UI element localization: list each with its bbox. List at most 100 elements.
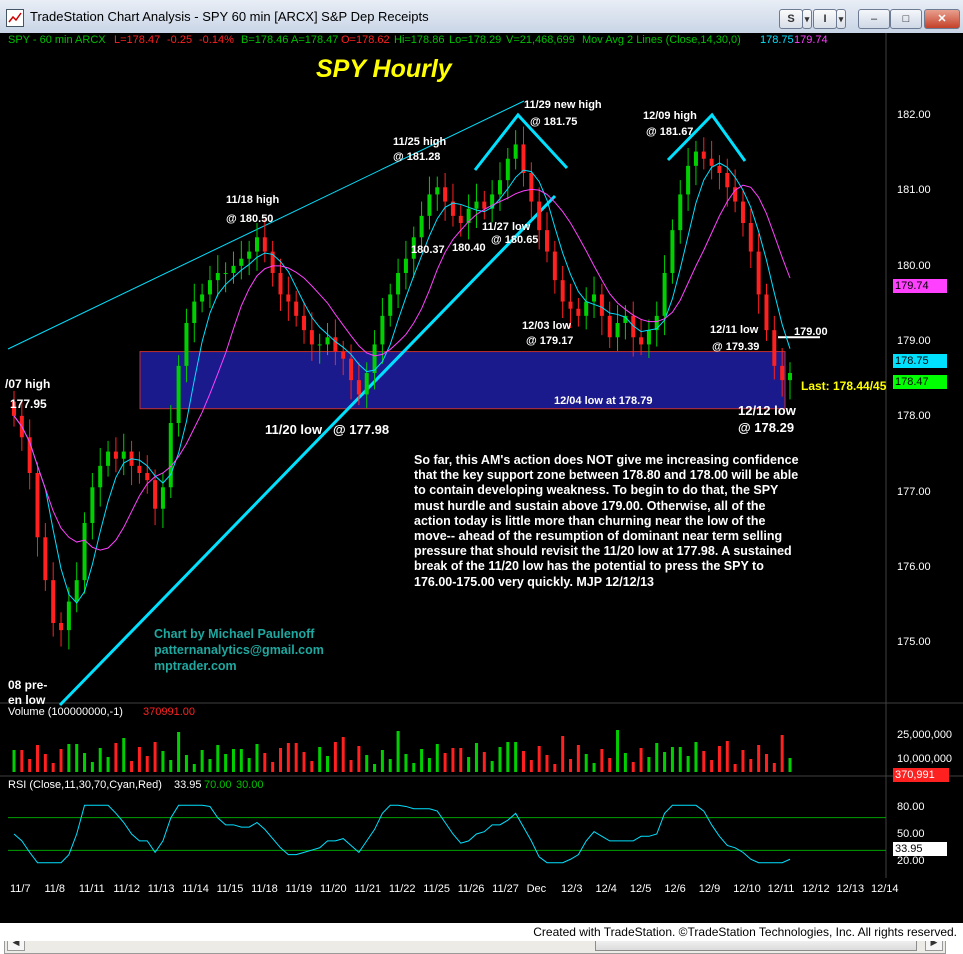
candle-body	[121, 451, 126, 459]
time-tick: 12/13	[836, 883, 865, 895]
volume-bar	[90, 762, 94, 772]
annotation-1209-high: 12/09 high	[643, 110, 697, 122]
candle-body	[270, 251, 275, 273]
annotation-1129-high-price: @ 181.75	[530, 116, 578, 128]
candle-body	[215, 273, 220, 281]
candle-body	[160, 487, 165, 509]
candle-body	[302, 315, 307, 331]
minimize-button[interactable]: –	[858, 9, 890, 29]
rsi-oversold: 30.00	[236, 779, 264, 791]
volume-bar	[741, 750, 745, 772]
candle-body	[247, 251, 252, 259]
candle-body	[325, 337, 330, 345]
candle-body	[537, 201, 542, 231]
volume-bar	[216, 745, 220, 772]
high-price: Hi=178.86	[394, 34, 445, 46]
candle-body	[748, 223, 753, 252]
annotation-1211-low: 12/11 low	[710, 324, 759, 336]
time-tick: 11/25	[423, 883, 450, 895]
volume-bar	[145, 756, 149, 772]
volume-bar	[561, 736, 565, 772]
chart-area[interactable]: SPY - 60 min ARCX L=178.47 -0.25 -0.14% …	[0, 33, 963, 954]
volume-bar	[780, 735, 784, 772]
volume-bar	[600, 749, 604, 772]
volume-bar	[286, 743, 290, 772]
price-tick: 179.00	[897, 335, 931, 347]
volume-bar	[694, 742, 698, 772]
candle-body	[59, 623, 64, 631]
candle-body	[670, 230, 675, 273]
volume-bar	[349, 760, 353, 772]
annotation-1118-high: 11/18 high	[226, 194, 280, 206]
candle-body	[686, 165, 691, 195]
time-tick: 12/10	[733, 883, 761, 895]
candle-body	[356, 380, 361, 395]
volume-bar	[553, 764, 557, 772]
candle-body	[505, 158, 510, 181]
candle-body	[349, 358, 354, 381]
candle-body	[262, 237, 267, 252]
volume-bar	[43, 754, 47, 772]
volume-bar	[490, 761, 494, 772]
candle-body	[607, 315, 612, 338]
ma-fast-line	[13, 162, 791, 604]
candle-body	[90, 487, 95, 523]
low-price: Lo=178.29	[449, 34, 502, 46]
time-tick: 11/26	[457, 883, 485, 895]
volume-bar	[51, 763, 55, 772]
copyright-text: Created with TradeStation. ©TradeStation…	[533, 925, 957, 939]
candle-body	[466, 208, 471, 223]
volume-bar	[200, 750, 204, 772]
candle-body	[254, 237, 259, 252]
candle-body	[654, 315, 659, 331]
open-price: O=178.62	[341, 34, 390, 46]
candle-body	[435, 187, 440, 195]
volume-bar	[239, 749, 243, 772]
candle-body	[35, 473, 40, 538]
candle-body	[286, 294, 291, 302]
volume-bar	[788, 758, 792, 772]
ma-slow-line	[13, 184, 791, 551]
candle-body	[458, 215, 463, 223]
symbol-link-button[interactable]: S	[779, 9, 803, 29]
time-tick: 12/9	[698, 883, 721, 895]
candle-body	[513, 144, 518, 159]
candle-body	[184, 323, 189, 366]
volume-bar	[263, 753, 267, 772]
volume-bar	[772, 763, 776, 772]
candle-body	[529, 173, 534, 202]
candle-body	[709, 158, 714, 166]
annotation-1120-low: 11/20 low	[265, 422, 323, 437]
candle-body	[176, 365, 181, 423]
rsi-value: 33.95	[174, 779, 202, 791]
annotation-1212-low: 12/12 low	[738, 403, 796, 418]
volume-bar	[388, 759, 392, 772]
info-dropdown[interactable]: ▾	[836, 9, 846, 29]
time-tick: 12/14	[871, 883, 899, 895]
restore-button[interactable]: □	[890, 9, 922, 29]
candle-body	[756, 251, 761, 295]
info-button[interactable]: I	[813, 9, 837, 29]
volume-bar	[67, 744, 71, 772]
price-tick: 181.00	[897, 184, 931, 196]
volume-bar	[106, 757, 110, 772]
annotation-1125-high: 11/25 high	[393, 136, 447, 148]
volume-bar	[420, 749, 424, 772]
time-tick: 11/13	[147, 883, 175, 895]
price-chart-svg	[0, 33, 963, 878]
candle-body	[168, 423, 173, 488]
symbol-link-dropdown[interactable]: ▾	[802, 9, 812, 29]
upper-trendline	[7, 100, 525, 350]
net-change: -0.25	[167, 34, 193, 46]
volume-bar	[608, 758, 612, 772]
lower-trendline	[58, 194, 557, 707]
commentary-line: to contain developing weakness. To begin…	[414, 483, 779, 498]
time-tick: 12/4	[595, 883, 617, 895]
ma-fast-value: 178.75	[760, 34, 794, 46]
candle-body	[497, 180, 502, 195]
close-button[interactable]: ✕	[924, 9, 960, 29]
time-tick: 12/3	[561, 883, 583, 895]
volume-bar	[757, 745, 761, 772]
volume-bar	[373, 764, 377, 772]
volume-bar	[545, 755, 549, 772]
